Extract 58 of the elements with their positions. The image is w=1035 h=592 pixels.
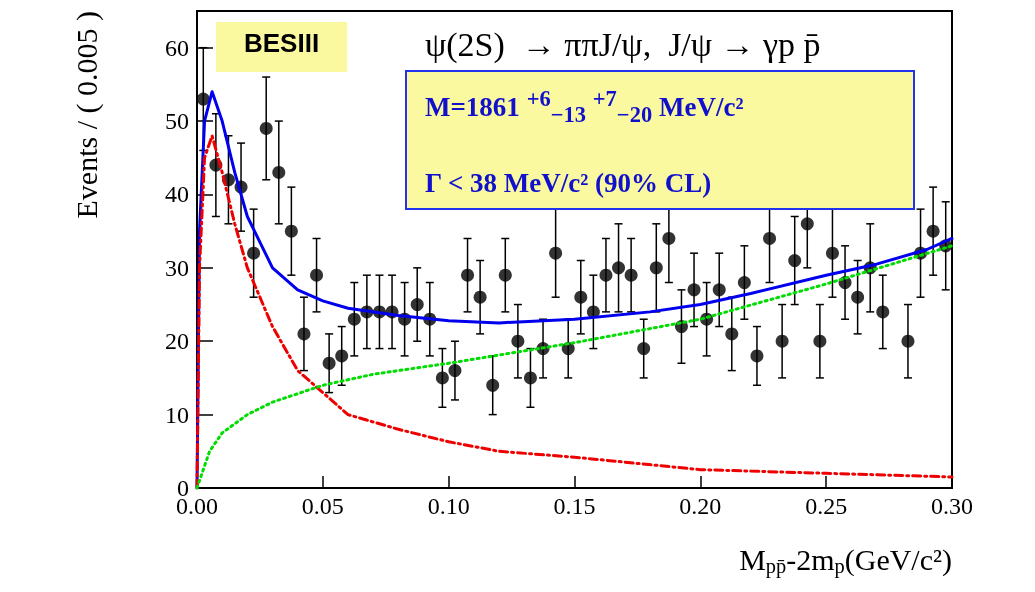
- point: [335, 349, 349, 363]
- point: [737, 276, 751, 290]
- x-tick-label: 0.15: [553, 493, 596, 519]
- point: [599, 268, 613, 282]
- point: [284, 224, 298, 238]
- point: [926, 224, 940, 238]
- point: [511, 334, 525, 348]
- point: [800, 217, 814, 231]
- point: [750, 349, 764, 363]
- x-tick-label: 0.30: [931, 493, 973, 519]
- y-tick-label: 20: [165, 328, 189, 355]
- point: [624, 268, 638, 282]
- point: [825, 246, 839, 260]
- point: [498, 268, 512, 282]
- point: [574, 290, 588, 304]
- annotation: BESIII: [244, 28, 320, 58]
- point: [347, 312, 361, 326]
- point: [637, 342, 651, 356]
- y-tick-label: 30: [165, 254, 189, 281]
- point: [448, 364, 462, 378]
- point: [851, 290, 865, 304]
- point: [322, 356, 336, 370]
- point: [297, 327, 311, 341]
- y-axis-title: Events / ( 0.005 ): [69, 11, 104, 219]
- x-tick-label: 0.25: [805, 493, 848, 519]
- point: [649, 261, 663, 275]
- y-tick-label: 10: [165, 401, 189, 428]
- chart-title: ψ(2S) → ππJ/ψ, J/ψ → γp p̄: [425, 25, 821, 64]
- point: [687, 283, 701, 297]
- point: [612, 261, 626, 275]
- point: [712, 283, 726, 297]
- point: [876, 305, 890, 319]
- point: [523, 371, 537, 385]
- point: [196, 92, 210, 106]
- point: [272, 165, 286, 179]
- annotation: Γ < 38 MeV/c² (90% CL): [425, 167, 713, 201]
- x-tick-label: 0.20: [679, 493, 722, 519]
- point: [259, 121, 273, 135]
- point: [410, 298, 424, 312]
- point: [310, 268, 324, 282]
- point: [788, 254, 802, 267]
- x-tick-label: 0.05: [301, 493, 344, 519]
- point: [473, 290, 487, 304]
- point: [763, 232, 777, 245]
- x-tick-label: 0.10: [427, 493, 470, 519]
- y-tick-label: 60: [165, 34, 189, 61]
- point: [461, 268, 475, 282]
- point: [247, 246, 261, 260]
- y-tick-label: 50: [165, 108, 189, 135]
- point: [549, 246, 563, 260]
- point: [813, 334, 827, 348]
- point: [775, 334, 789, 348]
- point: [435, 371, 449, 385]
- point: [662, 232, 676, 245]
- point: [901, 334, 915, 348]
- point: [486, 378, 500, 392]
- y-tick-label: 40: [165, 181, 189, 208]
- point: [725, 327, 739, 341]
